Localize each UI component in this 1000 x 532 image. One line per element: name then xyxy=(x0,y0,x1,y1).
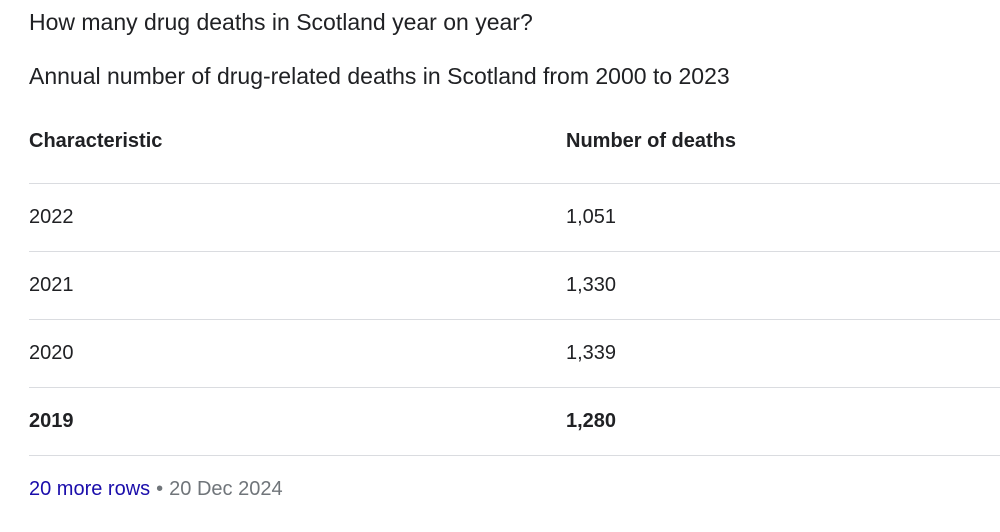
deaths-cell: 1,330 xyxy=(566,274,617,296)
year-cell: 2022 xyxy=(29,206,74,228)
table-row: 2020 1,339 xyxy=(29,320,1000,388)
source-date: 20 Dec 2024 xyxy=(169,478,283,500)
bullet-separator: • xyxy=(156,478,164,500)
deaths-cell: 1,051 xyxy=(566,206,617,228)
table-header-row: Characteristic Number of deaths xyxy=(29,115,1000,184)
column-header-characteristic: Characteristic xyxy=(29,130,163,152)
year-cell: 2020 xyxy=(29,342,74,364)
data-table: Characteristic Number of deaths 2022 1,0… xyxy=(29,115,1000,456)
year-cell: 2019 xyxy=(29,410,74,432)
question-heading: How many drug deaths in Scotland year on… xyxy=(29,9,533,35)
year-cell: 2021 xyxy=(29,274,74,296)
table-row: 2019 1,280 xyxy=(29,388,1000,456)
deaths-cell: 1,339 xyxy=(566,342,617,364)
table-row: 2022 1,051 xyxy=(29,184,1000,252)
table-footer: 20 more rows • 20 Dec 2024 xyxy=(29,477,283,501)
table-subtitle: Annual number of drug-related deaths in … xyxy=(29,63,730,89)
deaths-cell: 1,280 xyxy=(566,410,617,432)
column-header-number-of-deaths: Number of deaths xyxy=(566,130,737,152)
more-rows-link[interactable]: 20 more rows xyxy=(29,478,151,500)
table-row: 2021 1,330 xyxy=(29,252,1000,320)
